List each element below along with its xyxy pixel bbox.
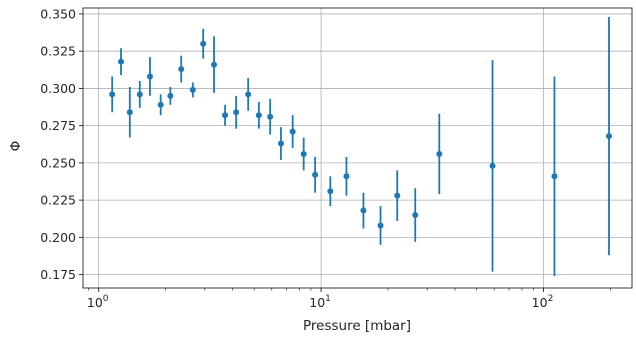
data-point xyxy=(118,58,125,65)
data-point xyxy=(157,101,164,108)
data-point xyxy=(436,150,443,157)
y-tick-label: 0.250 xyxy=(40,155,76,170)
data-point xyxy=(312,171,319,178)
data-point xyxy=(255,112,262,119)
data-point xyxy=(360,207,367,214)
gridlines xyxy=(83,8,632,288)
x-tick-label-base: 10 xyxy=(532,295,548,310)
data-point xyxy=(189,86,196,93)
data-point xyxy=(233,109,240,116)
data-point xyxy=(394,192,401,199)
x-tick-label-exponent: 2 xyxy=(548,294,554,304)
data-point xyxy=(211,61,218,68)
data-point xyxy=(267,113,274,120)
data-point xyxy=(377,222,384,229)
data-point xyxy=(178,66,185,73)
x-tick-label-exponent: 0 xyxy=(103,294,109,304)
data-point xyxy=(245,91,252,98)
y-tick-label: 0.350 xyxy=(40,6,76,21)
data-point xyxy=(277,140,284,147)
data-point xyxy=(146,73,153,80)
data-point xyxy=(327,188,334,195)
data-point xyxy=(489,162,496,169)
x-tick-label: 100 xyxy=(87,294,109,310)
data-point xyxy=(136,91,143,98)
x-tick-label-base: 10 xyxy=(309,295,325,310)
data-point xyxy=(551,173,558,180)
data-point xyxy=(222,112,229,119)
data-point xyxy=(167,92,174,99)
x-tick-label: 102 xyxy=(532,294,554,310)
data-point xyxy=(126,109,133,116)
y-axis-label: Φ xyxy=(8,141,24,152)
data-points xyxy=(109,40,612,229)
axis-ticks xyxy=(79,13,611,292)
y-tick-label: 0.275 xyxy=(40,118,76,133)
y-tick-labels: 0.175 0.200 0.225 0.250 0.275 0.300 0.325 0.350 xyxy=(40,6,76,282)
x-tick-labels: 100 101 102 xyxy=(87,294,553,310)
data-point xyxy=(109,91,116,98)
y-tick-label: 0.175 xyxy=(40,267,76,282)
x-tick-label: 101 xyxy=(309,294,331,310)
y-tick-label: 0.300 xyxy=(40,81,76,96)
data-point xyxy=(200,40,207,47)
data-point xyxy=(289,128,296,135)
data-point xyxy=(412,212,419,219)
y-tick-label: 0.325 xyxy=(40,44,76,59)
x-tick-label-base: 10 xyxy=(87,295,103,310)
data-point xyxy=(605,133,612,140)
x-axis-label: Pressure [mbar] xyxy=(303,318,411,334)
y-tick-label: 0.200 xyxy=(40,230,76,245)
data-point xyxy=(300,150,307,157)
data-point xyxy=(343,173,350,180)
y-tick-label: 0.225 xyxy=(40,193,76,208)
plot-frame xyxy=(82,7,633,289)
x-tick-label-exponent: 1 xyxy=(325,294,331,304)
